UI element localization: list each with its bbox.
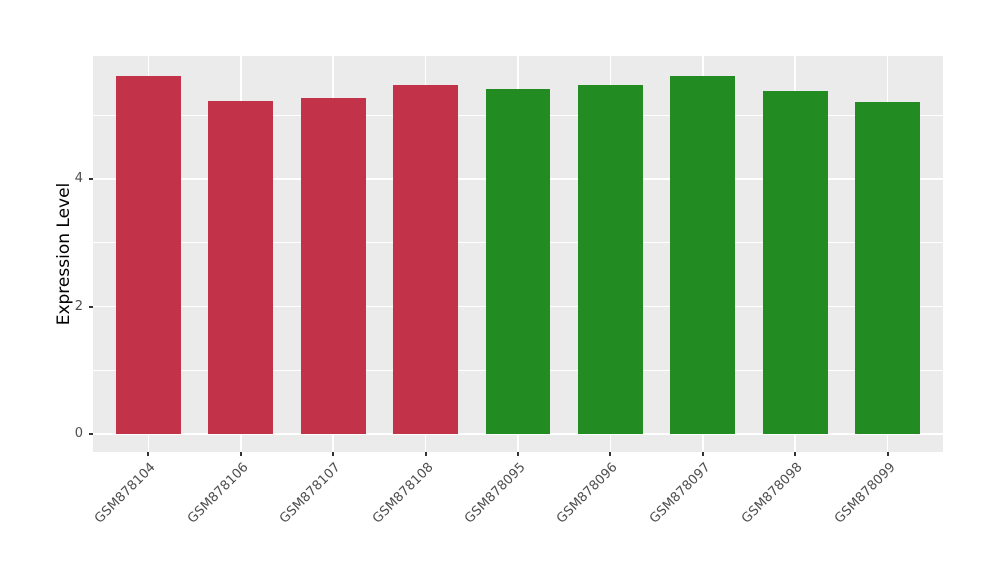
- bar-GSM878095: [485, 89, 551, 435]
- x-tick-mark-GSM878106: [239, 452, 242, 456]
- x-tick-mark-GSM878104: [147, 452, 150, 456]
- x-tick-label-GSM878095: GSM878095: [462, 460, 529, 527]
- bar-GSM878096: [578, 85, 643, 435]
- y-tick-label-0: 0: [74, 426, 83, 442]
- x-tick-label-GSM878097: GSM878097: [646, 460, 714, 527]
- y-tick-mark-4: [89, 178, 93, 181]
- y-tick-mark-0: [89, 433, 93, 436]
- bar-GSM878107: [300, 98, 366, 435]
- bar-GSM878098: [762, 91, 828, 435]
- bar-GSM878099: [855, 101, 920, 435]
- x-tick-label-GSM878096: GSM878096: [554, 460, 621, 527]
- y-tick-label-4: 4: [74, 171, 83, 187]
- bar-GSM878104: [116, 76, 181, 435]
- x-tick-label-GSM878099: GSM878099: [831, 460, 899, 527]
- x-tick-mark-GSM878097: [701, 452, 704, 456]
- x-tick-mark-GSM878096: [609, 452, 612, 456]
- y-tick-mark-2: [89, 305, 93, 308]
- y-tick-label-2: 2: [74, 298, 83, 314]
- x-tick-label-GSM878106: GSM878106: [184, 460, 252, 527]
- x-tick-label-GSM878098: GSM878098: [739, 460, 806, 527]
- x-tick-mark-GSM878098: [794, 452, 797, 456]
- x-tick-mark-GSM878099: [886, 452, 889, 456]
- x-tick-label-GSM878104: GSM878104: [92, 460, 160, 527]
- bar-GSM878106: [208, 101, 274, 435]
- x-tick-label-GSM878108: GSM878108: [369, 460, 437, 527]
- x-tick-mark-GSM878107: [332, 452, 335, 456]
- bar-GSM878097: [670, 75, 736, 435]
- x-tick-mark-GSM878095: [517, 452, 519, 456]
- x-tick-mark-GSM878108: [424, 452, 427, 456]
- x-tick-label-GSM878107: GSM878107: [277, 460, 344, 527]
- plot-panel: [93, 56, 943, 452]
- bar-GSM878108: [393, 85, 458, 435]
